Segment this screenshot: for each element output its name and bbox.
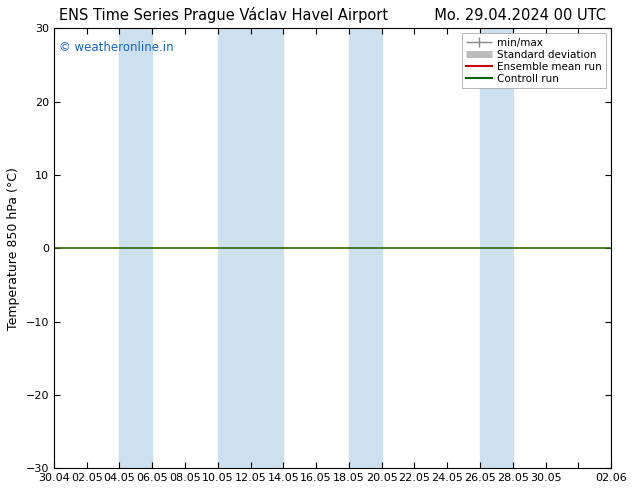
Legend: min/max, Standard deviation, Ensemble mean run, Controll run: min/max, Standard deviation, Ensemble me… (462, 33, 606, 88)
Bar (217, 28, 283, 468)
Text: © weatheronline.in: © weatheronline.in (60, 42, 174, 54)
Y-axis label: Temperature 850 hPa (°C): Temperature 850 hPa (°C) (7, 167, 20, 330)
Bar (119, 28, 152, 468)
Bar (349, 28, 382, 468)
Bar (480, 28, 513, 468)
Title: ENS Time Series Prague Václav Havel Airport          Mo. 29.04.2024 00 UTC: ENS Time Series Prague Václav Havel Airp… (59, 7, 606, 23)
Bar (611, 28, 634, 468)
